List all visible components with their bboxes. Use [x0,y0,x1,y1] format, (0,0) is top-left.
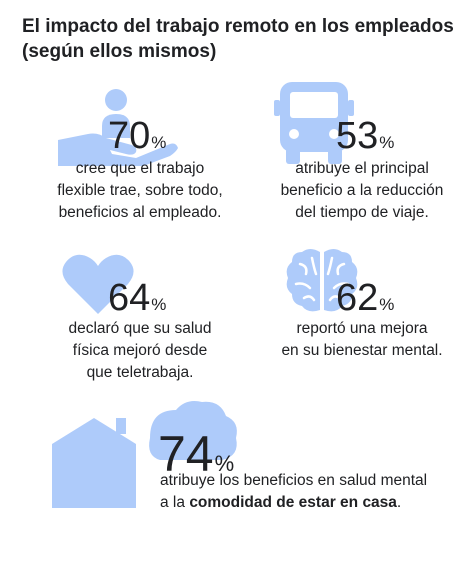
stat-line: que teletrabaja. [86,364,194,381]
title-line-1: El impacto del trabajo remoto en los emp… [22,16,454,37]
title-line-2: (según ellos mismos) [22,41,217,62]
house-cloud-icon [50,398,240,508]
stat-description: cree que el trabajo flexible trae, sobre… [30,158,250,224]
bus-icon [274,80,354,166]
stat-line: beneficio a la reducción [280,182,444,199]
feature-line-2-prefix: a la [160,494,190,511]
stat-line: flexible trae, sobre todo, [57,182,223,199]
stat-line: declaró que su salud [68,320,212,337]
heart-icon [62,252,134,316]
feature-line-2: a la comodidad de estar en casa. [160,492,470,514]
feature-line-2-suffix: . [396,494,402,511]
percent-sign: % [151,295,167,314]
feature-number: 74 [158,426,214,482]
stat-number: 64 [108,277,151,319]
percent-sign: % [214,451,235,476]
feature-highlight: comodidad de estar en casa [189,494,397,511]
stat-value: 64% [108,278,166,325]
stat-number: 62 [336,277,379,319]
stat-line: beneficios al empleado. [58,204,222,221]
stat-line: en su bienestar mental. [281,342,443,359]
brain-icon [284,244,360,320]
stat-value: 62% [336,278,394,325]
percent-sign: % [379,133,395,152]
stat-value: 53% [336,116,394,163]
percent-sign: % [379,295,395,314]
stat-line: física mejoró desde [72,342,208,359]
stat-number: 53 [336,115,379,157]
stat-value: 70% [108,116,166,163]
stat-line: atribuye el principal [295,160,429,177]
stat-description: atribuye el principal beneficio a la red… [250,158,474,224]
percent-sign: % [151,133,167,152]
stat-description: declaró que su salud física mejoró desde… [20,318,260,384]
page-title: El impacto del trabajo remoto en los emp… [22,14,462,64]
stat-number: 70 [108,115,151,157]
hand-person-icon [58,82,178,166]
feature-value: 74% [158,428,234,490]
feature-line-1: atribuye los beneficios en salud mental [160,472,428,489]
stat-line: cree que el trabajo [75,160,205,177]
stat-description: reportó una mejora en su bienestar menta… [250,318,474,362]
feature-description: atribuye los beneficios en salud mental … [160,470,470,514]
stat-line: reportó una mejora [296,320,428,337]
stat-line: del tiempo de viaje. [295,204,429,221]
